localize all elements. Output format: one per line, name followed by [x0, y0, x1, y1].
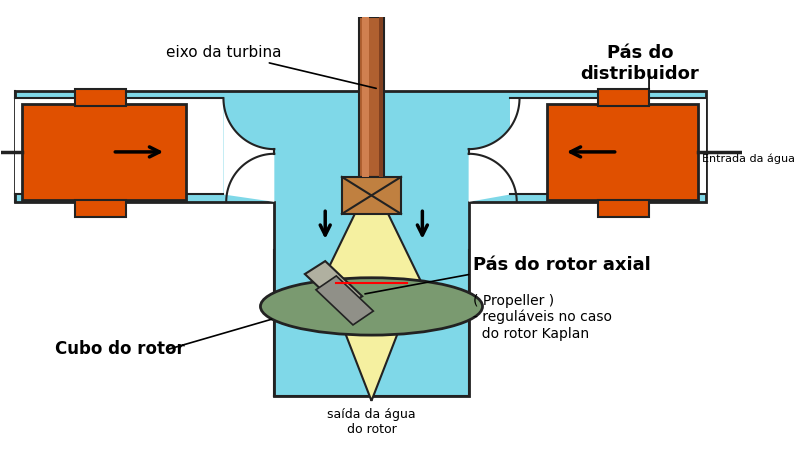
Bar: [22, 105, 187, 200]
Bar: [359, 18, 384, 178]
Polygon shape: [316, 276, 373, 325]
Bar: [75, 200, 127, 217]
Text: Cubo do rotor: Cubo do rotor: [55, 339, 185, 357]
Bar: [342, 178, 401, 215]
Polygon shape: [15, 92, 706, 397]
Bar: [362, 18, 368, 178]
Text: do rotor: do rotor: [347, 422, 396, 435]
Bar: [379, 18, 383, 178]
Text: Pás do rotor axial: Pás do rotor axial: [473, 255, 651, 273]
Text: eixo da turbina: eixo da turbina: [166, 45, 376, 89]
Polygon shape: [510, 99, 706, 195]
Polygon shape: [223, 99, 282, 202]
Text: saída da água: saída da água: [327, 407, 416, 420]
Text: Entrada da água: Entrada da água: [702, 153, 795, 163]
Bar: [598, 200, 649, 217]
Bar: [547, 105, 698, 200]
Polygon shape: [223, 99, 274, 202]
Polygon shape: [305, 261, 362, 309]
Polygon shape: [323, 215, 421, 401]
Text: ( Propeller )
- reguláveis no caso
  do rotor Kaplan: ( Propeller ) - reguláveis no caso do ro…: [473, 293, 612, 340]
Ellipse shape: [260, 278, 482, 336]
Polygon shape: [469, 99, 520, 202]
Bar: [75, 90, 127, 107]
Bar: [598, 90, 649, 107]
Polygon shape: [15, 99, 223, 195]
Text: Pás do
distribuidor: Pás do distribuidor: [581, 44, 699, 82]
